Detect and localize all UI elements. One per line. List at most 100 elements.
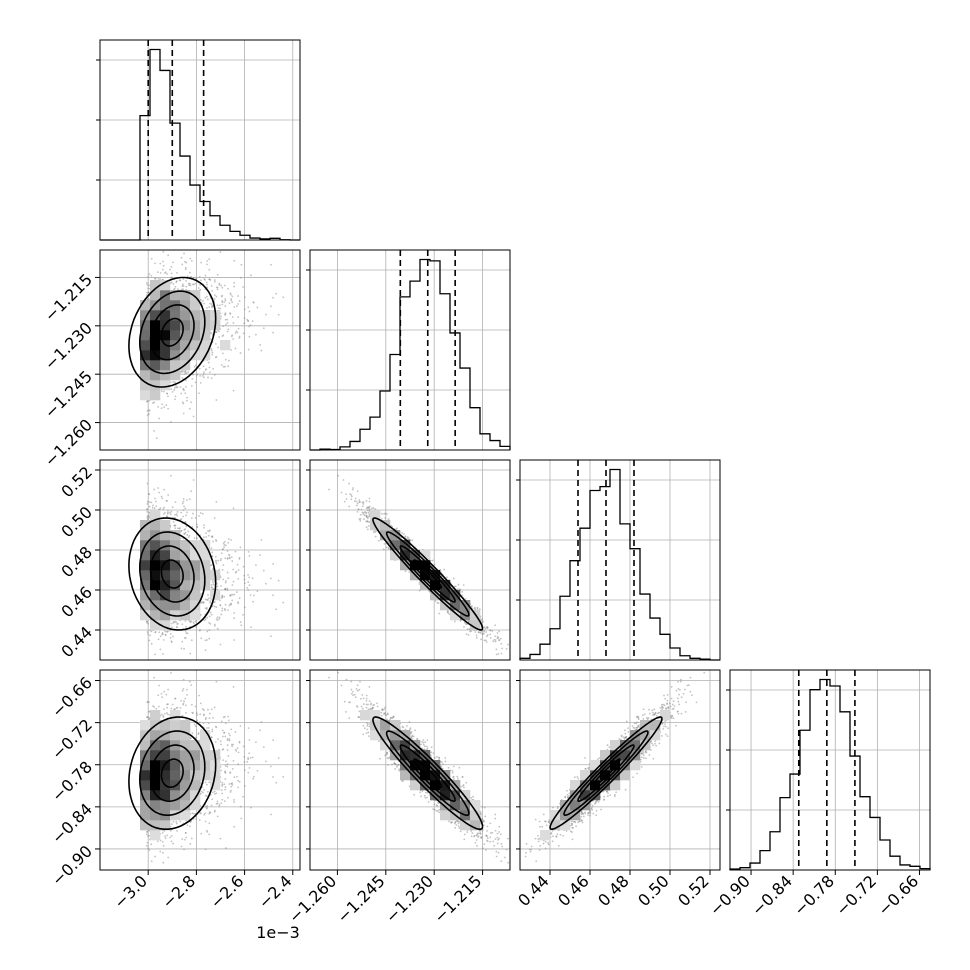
- sample-point: [418, 581, 421, 584]
- sample-point: [208, 306, 211, 308]
- sample-point: [163, 708, 165, 711]
- sample-point: [243, 574, 246, 577]
- sample-point: [345, 711, 347, 713]
- sample-point: [227, 715, 230, 718]
- sample-point: [231, 593, 234, 596]
- sample-point: [680, 712, 683, 715]
- density-contour: [549, 716, 663, 830]
- sample-point: [223, 731, 226, 734]
- sample-point: [172, 521, 175, 523]
- scatter-panel-3-0: [99, 669, 301, 871]
- density-cell: [140, 550, 151, 561]
- sample-point: [272, 594, 274, 597]
- sample-point: [687, 684, 690, 687]
- sample-point: [224, 299, 227, 302]
- sample-point: [252, 594, 255, 597]
- sample-point: [365, 694, 368, 697]
- sample-point: [247, 319, 249, 322]
- sample-point: [534, 818, 537, 821]
- sample-point: [380, 711, 383, 714]
- sample-point: [182, 387, 185, 390]
- sample-point: [232, 686, 235, 688]
- sample-point: [199, 375, 202, 377]
- density-cell: [400, 770, 411, 781]
- sample-point: [220, 789, 223, 792]
- density-cell: [190, 300, 201, 311]
- sample-point: [499, 833, 502, 836]
- panel-frame: [519, 459, 721, 661]
- density-cell: [450, 800, 461, 811]
- sample-point: [632, 776, 634, 779]
- sample-point: [160, 390, 163, 393]
- sample-point: [633, 727, 636, 729]
- sample-point: [475, 634, 478, 637]
- sample-point: [156, 840, 159, 843]
- sample-point: [219, 740, 222, 743]
- density-cell: [170, 570, 181, 581]
- sample-point: [571, 838, 574, 841]
- density-cell: [410, 560, 421, 571]
- sample-point: [250, 274, 252, 277]
- sample-point: [453, 620, 456, 623]
- sample-point: [403, 533, 405, 535]
- sample-point: [351, 690, 354, 693]
- sample-point: [225, 760, 227, 763]
- sample-point: [209, 811, 212, 814]
- sample-point: [231, 301, 234, 304]
- sample-point: [410, 731, 413, 733]
- sample-point: [157, 694, 160, 697]
- sample-point: [190, 259, 193, 262]
- sample-point: [483, 843, 486, 846]
- sample-point: [644, 750, 647, 753]
- sample-point: [725, 661, 727, 663]
- sample-point: [396, 527, 398, 530]
- panel-frame: [99, 669, 301, 871]
- sample-point: [328, 488, 330, 491]
- sample-point: [150, 642, 153, 645]
- sample-point: [220, 769, 222, 772]
- sample-point: [161, 632, 164, 634]
- sample-point: [398, 769, 401, 772]
- density-cell: [180, 340, 191, 351]
- sample-point: [147, 287, 149, 290]
- sample-point: [372, 507, 375, 509]
- sample-point: [208, 268, 211, 271]
- sample-point: [394, 768, 397, 770]
- density-cell: [190, 590, 201, 601]
- density-cell: [190, 610, 201, 621]
- sample-point: [186, 511, 189, 514]
- sample-point: [185, 285, 188, 288]
- density-cell: [170, 360, 181, 371]
- sample-point: [196, 537, 199, 540]
- density-cell: [150, 790, 161, 801]
- density-cell: [180, 750, 191, 761]
- sample-point: [214, 741, 217, 743]
- sample-point: [404, 570, 407, 573]
- sample-point: [206, 783, 208, 786]
- sample-point: [481, 621, 484, 623]
- density-cell: [150, 740, 161, 751]
- sample-point: [668, 702, 671, 705]
- x-tick-label: −2.4: [255, 871, 296, 912]
- sample-point: [220, 557, 223, 560]
- sample-point: [205, 245, 207, 247]
- density-contour: [128, 716, 217, 830]
- density-cell: [170, 760, 181, 771]
- sample-point: [663, 694, 665, 697]
- sample-point: [193, 723, 196, 726]
- sample-point: [162, 716, 165, 719]
- sample-point: [222, 578, 225, 581]
- sample-point: [169, 268, 171, 271]
- sample-point: [182, 500, 185, 503]
- sample-point: [461, 591, 464, 593]
- sample-point: [233, 776, 236, 779]
- sample-point: [227, 754, 230, 757]
- scatter-panel-3-2: [519, 661, 727, 871]
- sample-point: [230, 293, 232, 296]
- sample-point: [237, 327, 240, 330]
- sample-point: [633, 722, 636, 725]
- sample-point: [157, 487, 160, 489]
- sample-point: [190, 517, 193, 520]
- sample-point: [421, 747, 424, 750]
- sample-point: [259, 554, 262, 556]
